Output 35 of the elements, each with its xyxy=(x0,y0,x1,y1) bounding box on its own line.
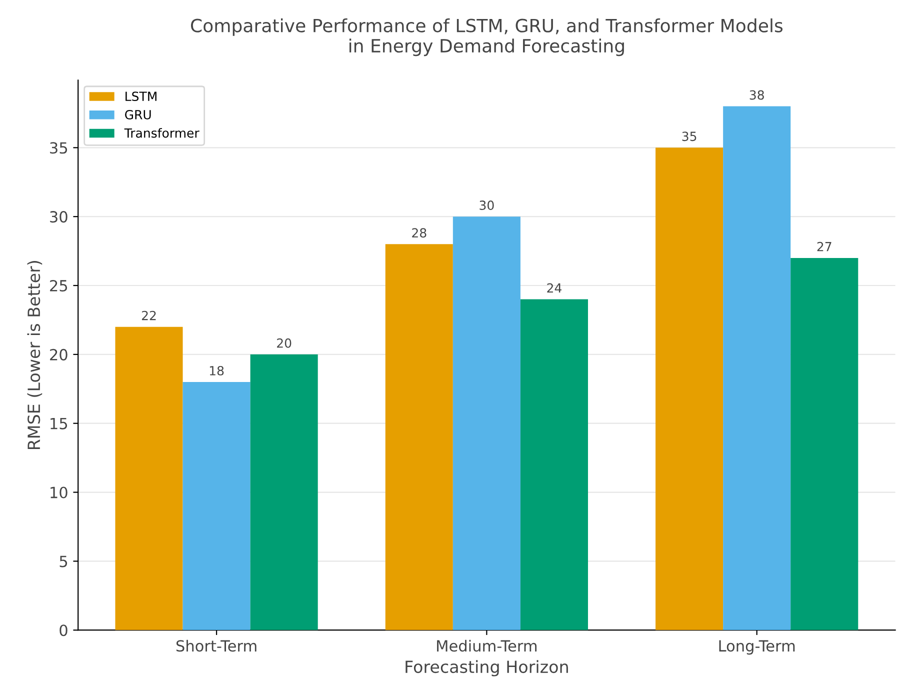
y-tick-label: 30 xyxy=(50,211,68,223)
y-tick-label: 15 xyxy=(50,418,68,430)
bar xyxy=(182,382,250,630)
legend-label: GRU xyxy=(125,110,151,120)
bar xyxy=(723,106,791,630)
data-label: 24 xyxy=(547,283,562,293)
y-axis-title: RMSE (Lower is Better) xyxy=(27,261,42,450)
y-tick-label: 20 xyxy=(50,348,68,360)
legend-label: Transformer xyxy=(124,128,200,138)
bar xyxy=(115,326,183,630)
y-tick-label: 0 xyxy=(60,624,68,636)
x-axis-title: Forecasting Horizon xyxy=(406,660,568,676)
data-label: 20 xyxy=(277,338,292,348)
bar xyxy=(790,258,858,630)
bar xyxy=(452,216,520,630)
y-tick-label: 10 xyxy=(50,486,68,498)
bar xyxy=(250,354,318,630)
y-tick-label: 5 xyxy=(60,556,68,568)
y-tick-label: 35 xyxy=(50,142,68,154)
x-tick-label: Long-Term xyxy=(719,640,795,655)
bar xyxy=(520,299,588,630)
data-label: 28 xyxy=(412,228,426,238)
legend-label: LSTM xyxy=(126,92,156,102)
data-label: 22 xyxy=(142,310,156,320)
bar xyxy=(656,148,724,630)
chart-title: Comparative Performance of LSTM, GRU, and Transformer Models in Energy Demand Forecasting xyxy=(191,18,783,56)
data-label: 35 xyxy=(682,132,696,142)
bar xyxy=(385,244,453,630)
x-tick-label: Short-Term xyxy=(176,640,256,652)
data-label: 27 xyxy=(817,242,832,252)
data-label: 30 xyxy=(480,200,494,210)
data-label: 38 xyxy=(750,90,764,100)
data-label: 18 xyxy=(210,366,224,376)
y-tick-label: 25 xyxy=(50,280,68,292)
x-tick-label: Medium-Term xyxy=(437,640,537,652)
